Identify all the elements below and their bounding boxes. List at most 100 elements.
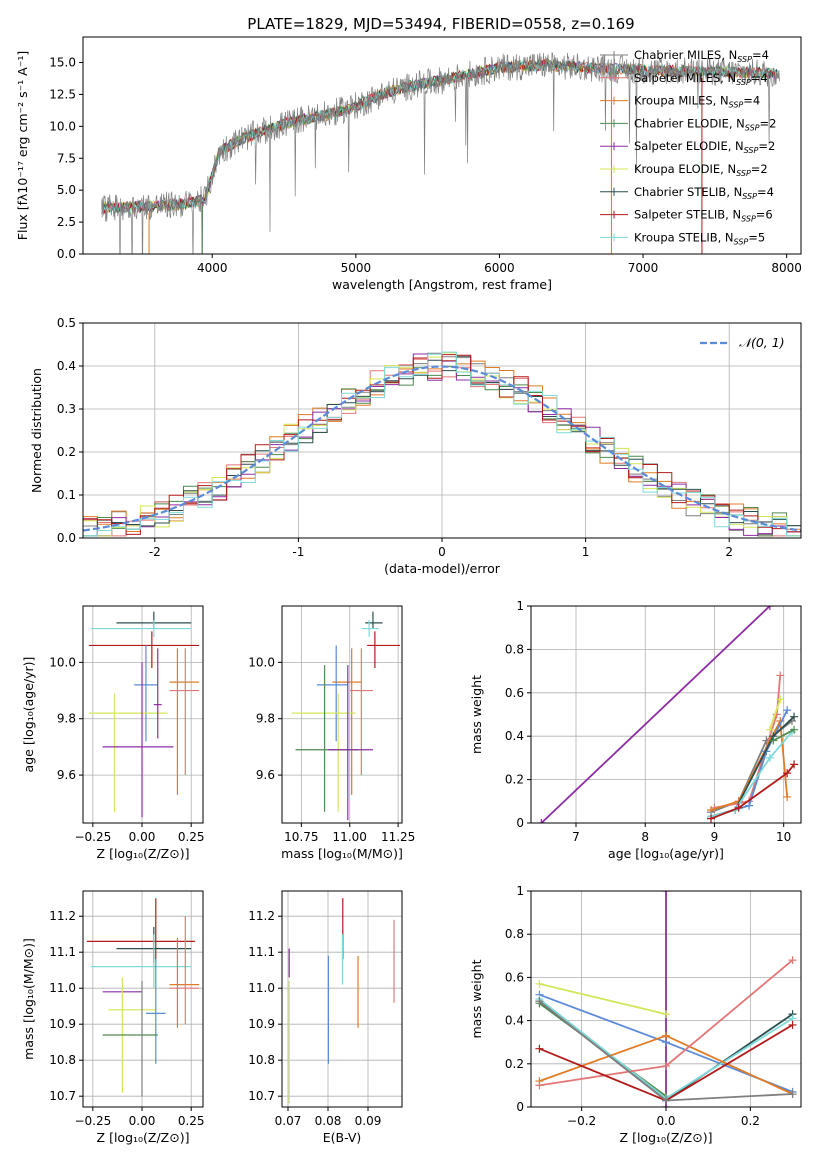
plot-area-mass-vs-z	[86, 898, 200, 1097]
x-tick-label: 0.00	[129, 1114, 156, 1128]
weight-point	[535, 997, 544, 1006]
y-tick-label: 0.6	[505, 686, 524, 700]
y-tick-label: 11.0	[248, 981, 275, 995]
panel-age-vs-z: −0.25 0.00 0.25 9.6 9.8 10.0 Z [log₁₀(Z/Z⊙)] ag…	[21, 605, 205, 861]
x-tick-label: 1	[582, 545, 590, 559]
x-tick-label: 0.25	[178, 830, 205, 844]
y-tick-label: 5.0	[57, 183, 76, 197]
y-tick-label: 0	[516, 1100, 524, 1114]
axes-frame	[530, 605, 802, 824]
x-tick-label: 11.25	[381, 830, 415, 844]
legend-label: Kroupa STELIB, NSSP=5	[634, 230, 765, 246]
y-tick-label: 15.0	[49, 56, 76, 70]
x-tick-label: -2	[149, 545, 161, 559]
x-tick-label: 11.00	[333, 830, 367, 844]
y-tick-label: 11.2	[49, 909, 76, 923]
y-tick-label: 0.3	[57, 402, 76, 416]
y-tick-label: 11.1	[49, 945, 76, 959]
normal-legend-label: 𝒩(0, 1)	[739, 335, 785, 350]
weight-point	[776, 695, 785, 704]
x-tick-label: 8	[641, 830, 649, 844]
weight-point	[535, 979, 544, 988]
x-axis-label: wavelength [Angstrom, rest frame]	[332, 277, 552, 292]
y-tick-label: 10.0	[248, 655, 275, 669]
weight-point	[662, 891, 670, 895]
y-tick-label: 9.8	[256, 712, 275, 726]
weight-point	[788, 1090, 797, 1099]
weight-point	[790, 725, 799, 734]
y-tick-label: 10.7	[49, 1089, 76, 1103]
plot-area-residuals	[83, 351, 801, 537]
plot-area-spectrum	[101, 52, 780, 254]
x-tick-label: −0.25	[74, 830, 111, 844]
weight-point	[662, 1061, 670, 1070]
y-tick-label: 11.1	[248, 945, 275, 959]
x-axis-label: mass [log₁₀(M/M⊙)]	[281, 846, 403, 861]
y-tick-label: 0	[516, 816, 524, 830]
weight-series-1	[539, 983, 667, 1015]
weight-point	[707, 814, 715, 823]
weight-series-4	[768, 699, 782, 730]
y-tick-label: 10.0	[49, 655, 76, 669]
axes-frame	[82, 605, 204, 824]
weight-point	[662, 1010, 670, 1019]
weight-point	[662, 1031, 670, 1040]
x-tick-label: 7000	[628, 261, 659, 275]
y-axis-label: mass weight	[469, 959, 484, 1038]
normal-curve	[83, 365, 801, 532]
x-tick-label: 0.08	[315, 1114, 342, 1128]
x-tick-label: −0.25	[74, 1114, 111, 1128]
y-tick-label: 0.8	[505, 927, 524, 941]
panel-mass-vs-z: −0.25 0.00 0.25 10.7 10.8 10.9 11.0 11.1 11.2 Z […	[21, 890, 205, 1145]
panel-spectrum: 4000 5000 6000 7000 8000 0.0 2.5 5.0 7.5 10.0 12.5…	[15, 36, 802, 292]
x-tick-label: 0.07	[275, 1114, 302, 1128]
legend-label: Chabrier MILES, NSSP=4	[634, 48, 769, 64]
weight-point	[535, 1044, 544, 1053]
y-tick-label: 10.8	[49, 1053, 76, 1067]
y-tick-label: 1	[516, 599, 524, 613]
y-tick-label: 10.9	[49, 1017, 76, 1031]
weight-point	[537, 819, 546, 823]
y-tick-label: 9.6	[256, 768, 275, 782]
weight-series-8	[710, 763, 795, 820]
y-tick-label: 9.8	[57, 712, 76, 726]
y-tick-label: 0.2	[57, 445, 76, 459]
y-tick-label: 10.9	[248, 1017, 275, 1031]
weight-point	[776, 671, 785, 680]
x-tick-label: -1	[292, 545, 304, 559]
x-axis-label: (data-model)/error	[384, 561, 501, 576]
y-tick-label: 0.0	[57, 531, 76, 545]
weight-point	[788, 1020, 797, 1029]
x-tick-label: 8000	[771, 261, 802, 275]
legend-label: Salpeter STELIB, NSSP=6	[634, 208, 773, 224]
x-axis-label: Z [log₁₀(Z/Z⊙)]	[620, 1130, 713, 1145]
y-tick-label: 1	[516, 884, 524, 898]
y-tick-label: 0.5	[57, 316, 76, 330]
x-axis-label: Z [log₁₀(Z/Z⊙)]	[97, 1130, 190, 1145]
legend-label: Salpeter ELODIE, NSSP=2	[634, 139, 775, 155]
x-axis-label: E(B-V)	[323, 1130, 362, 1145]
y-tick-label: 2.5	[57, 215, 76, 229]
y-axis-label: age [log₁₀(age/yr)]	[21, 657, 36, 773]
weight-point	[783, 769, 792, 778]
x-tick-label: 0	[438, 545, 446, 559]
y-axis-label: Normed distribution	[29, 368, 44, 493]
weight-point	[535, 1081, 544, 1090]
axes-frame	[82, 890, 204, 1108]
y-tick-label: 7.5	[57, 151, 76, 165]
legend-label: Chabrier ELODIE, NSSP=2	[634, 116, 776, 132]
figure-title: PLATE=1829, MJD=53494, FIBERID=0558, z=0…	[247, 15, 634, 33]
plot-area-age-vs-z	[88, 611, 200, 818]
y-tick-label: 0.0	[57, 247, 76, 261]
weight-point	[765, 753, 774, 762]
y-tick-label: 0.6	[505, 970, 524, 984]
panel-mass-vs-ebv: 0.07 0.08 0.09 10.7 10.8 10.9 11.0 11.1 11.2 E(B-…	[248, 890, 403, 1145]
weight-point	[790, 760, 799, 769]
x-tick-label: 4000	[197, 261, 228, 275]
weight-point	[788, 956, 797, 965]
y-axis-label: mass [log₁₀(M/M⊙)]	[21, 938, 36, 1060]
y-tick-label: 0.2	[505, 1057, 524, 1071]
y-tick-label: 0.4	[505, 1014, 524, 1028]
plot-area-weight-vs-age	[537, 606, 799, 823]
